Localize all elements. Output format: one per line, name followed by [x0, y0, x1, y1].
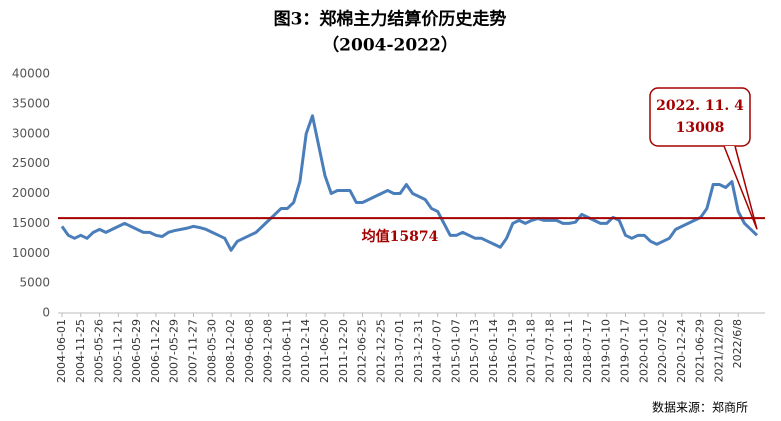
x-tick-label: 2006-11-22 [149, 319, 162, 383]
callout-box [649, 87, 751, 147]
x-tick-label: 2009-06-08 [243, 319, 256, 383]
x-tick-label: 2021/12/20 [712, 319, 725, 382]
x-tick-label: 2017-01-18 [525, 319, 538, 383]
x-tick-label: 2015-07-13 [468, 319, 481, 383]
x-tick-label: 2013-12-31 [412, 319, 425, 383]
x-tick-label: 2021-06-29 [694, 319, 707, 383]
mean-label: 均值15874 [362, 228, 439, 245]
y-tick-label: 15000 [12, 216, 50, 230]
x-tick-label: 2012-06-25 [356, 319, 369, 383]
x-tick-label: 2005-11-21 [111, 319, 124, 383]
callout-value: 13008 [676, 120, 725, 136]
y-tick-label: 35000 [12, 96, 50, 110]
x-tick-label: 2007-11-27 [186, 319, 199, 383]
x-tick-label: 2012-12-25 [374, 319, 387, 383]
x-tick-label: 2016-07-19 [506, 319, 519, 383]
x-tick-label: 2018-01-11 [562, 319, 575, 383]
x-tick-label: 2018-07-17 [581, 319, 594, 383]
x-tick-label: 2020-01-10 [637, 319, 650, 383]
x-tick-label: 2006-05-29 [130, 319, 143, 383]
x-tick-label: 2010-12-14 [299, 319, 312, 383]
x-tick-label: 2011-12-20 [337, 319, 350, 383]
x-tick-label: 2004-06-01 [55, 319, 68, 383]
y-tick-label: 40000 [12, 67, 50, 81]
x-tick-label: 2019-01-10 [600, 319, 613, 383]
x-tick-label: 2005-05-26 [93, 319, 106, 383]
y-tick-label: 20000 [12, 186, 50, 200]
x-tick-label: 2004-11-25 [74, 319, 87, 383]
x-tick-label: 2020-07-02 [656, 319, 669, 383]
price-line [60, 114, 759, 252]
x-tick-label: 2020-12-24 [675, 319, 688, 383]
x-tick-label: 2008-12-02 [224, 319, 237, 383]
x-tick-label: 2009-12-08 [262, 319, 275, 383]
y-tick-label: 25000 [12, 156, 50, 170]
x-tick-label: 2016-01-14 [487, 319, 500, 383]
x-tick-label: 2008-05-30 [205, 319, 218, 383]
callout-date: 2022. 11. 4 [656, 98, 744, 114]
callout-pointer [723, 145, 758, 230]
x-tick-label: 2015-01-07 [449, 319, 462, 383]
x-tick-label: 2019-07-17 [619, 319, 632, 383]
x-tick-label: 2013-07-01 [393, 319, 406, 383]
x-tick-label: 2011-06-20 [318, 319, 331, 383]
y-tick-label: 5000 [19, 276, 50, 290]
chart-title: 图3：郑棉主力结算价历史走势 [274, 9, 507, 30]
x-tick-label: 2010-06-11 [280, 319, 293, 383]
y-tick-label: 0 [42, 306, 50, 320]
x-tick-label: 2017-07-18 [543, 319, 556, 383]
y-tick-label: 10000 [12, 246, 50, 260]
y-tick-label: 30000 [12, 126, 50, 140]
chart-subtitle: （2004-2022） [322, 35, 458, 56]
x-tick-label: 2014-07-07 [431, 319, 444, 383]
source: 数据来源：郑商所 [652, 400, 748, 415]
x-tick-label: 2022/6/8 [731, 319, 744, 368]
x-tick-label: 2007-05-29 [168, 319, 181, 383]
